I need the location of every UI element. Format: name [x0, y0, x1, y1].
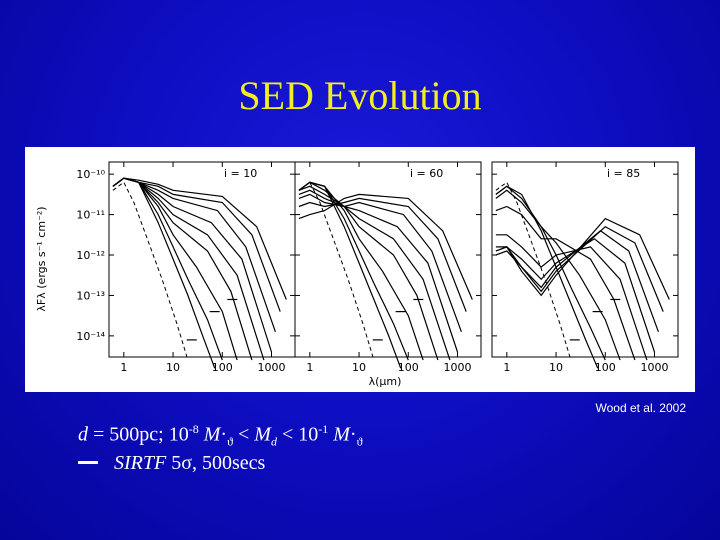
sed-series-line — [495, 189, 621, 361]
x-tick-label: 10 — [549, 361, 563, 374]
y-tick-label: 10⁻¹¹ — [76, 209, 105, 222]
solar-mass-symbol: M — [203, 423, 221, 446]
sed-series-line — [495, 185, 599, 369]
stellar-photosphere-line — [112, 181, 189, 361]
disk-mass-symbol: M — [254, 423, 271, 446]
sed-figure: 1 10 100 1000 i = 10 1 10 100 1000 i = 60 1 10 100 10… — [25, 147, 695, 392]
y-tick-label: 10⁻¹³ — [76, 289, 105, 302]
panel-frame-2 — [294, 161, 482, 358]
x-tick-label: 1 — [120, 361, 127, 374]
panel-frame-3 — [491, 161, 679, 358]
less-than: < — [233, 423, 255, 446]
sed-series-line — [298, 185, 451, 361]
panel-label: i = 85 — [607, 167, 640, 180]
sed-series-line — [112, 177, 253, 361]
less-than-upper: < 10 — [276, 423, 319, 446]
panel-label: i = 10 — [224, 167, 257, 180]
sed-series-line — [112, 177, 287, 300]
sed-series-line — [112, 177, 281, 312]
x-tick-label: 100 — [398, 361, 419, 374]
distance-value: = 500pc; 10 — [88, 423, 189, 446]
credit-text: Wood et al. 2002 — [595, 401, 686, 415]
caption-line-2: SIRTF 5σ, 500secs — [78, 452, 265, 475]
x-tick-label: 100 — [595, 361, 616, 374]
x-tick-label: 10 — [166, 361, 180, 374]
y-tick-label: 10⁻¹⁴ — [76, 330, 105, 343]
panel-frame-1 — [108, 161, 296, 358]
sed-series-line — [495, 238, 656, 353]
y-axis-label: λFλ (ergs s⁻¹ cm⁻²) — [35, 206, 48, 311]
sed-series-line — [298, 197, 467, 312]
sed-series-line — [112, 177, 223, 361]
mass-exponent-high: -1 — [318, 422, 329, 436]
y-tick-label: 10⁻¹⁰ — [76, 168, 105, 181]
sed-series-line — [298, 189, 459, 353]
x-tick-label: 10 — [352, 361, 366, 374]
sed-series-line — [495, 230, 659, 333]
stellar-photosphere-line — [298, 181, 375, 361]
sed-series-line — [298, 193, 462, 333]
sed-series-line — [495, 217, 670, 300]
y-tick-label: 10⁻¹² — [76, 249, 105, 262]
stellar-photosphere-line — [495, 181, 572, 361]
x-tick-label: 1 — [306, 361, 313, 374]
disk-mass-subscript: d — [270, 434, 277, 449]
x-axis-label: λ(μm) — [369, 375, 402, 388]
x-tick-label: 1 — [503, 361, 510, 374]
sirtf-legend-dash — [78, 460, 98, 464]
sed-series-line — [298, 193, 473, 300]
sed-series-line — [298, 181, 424, 361]
slide-title: SED Evolution — [238, 73, 482, 118]
sed-series-line — [298, 181, 439, 361]
x-tick-label: 100 — [212, 361, 233, 374]
distance-label: d — [78, 423, 88, 446]
panel-label: i = 60 — [410, 167, 443, 180]
sed-series-line — [112, 177, 265, 361]
x-tick-label: 1000 — [444, 361, 472, 374]
solar-mass-symbol-2: M — [333, 423, 350, 446]
sirtf-label: SIRTF — [114, 452, 167, 474]
sed-chart: 1 10 100 1000 i = 10 1 10 100 1000 i = 60 1 10 100 10… — [35, 161, 679, 388]
sun-glyph-2: · — [349, 423, 357, 446]
sed-series-line — [112, 177, 276, 332]
x-tick-label: 1000 — [258, 361, 286, 374]
sun-subscript: ϑ — [227, 434, 234, 449]
sed-series-line — [495, 205, 636, 361]
caption-line-1: d = 500pc; 10-8 M·ϑ < Md < 10-1 M·ϑ — [78, 422, 363, 450]
sun-subscript-2: ϑ — [356, 434, 363, 449]
sun-glyph: · — [220, 423, 228, 446]
mass-exponent-low: -8 — [188, 422, 199, 436]
sed-series-line — [495, 234, 648, 361]
x-tick-label: 1000 — [641, 361, 669, 374]
sed-series-line — [495, 185, 606, 361]
sirtf-detail: 5σ, 500secs — [166, 452, 266, 474]
